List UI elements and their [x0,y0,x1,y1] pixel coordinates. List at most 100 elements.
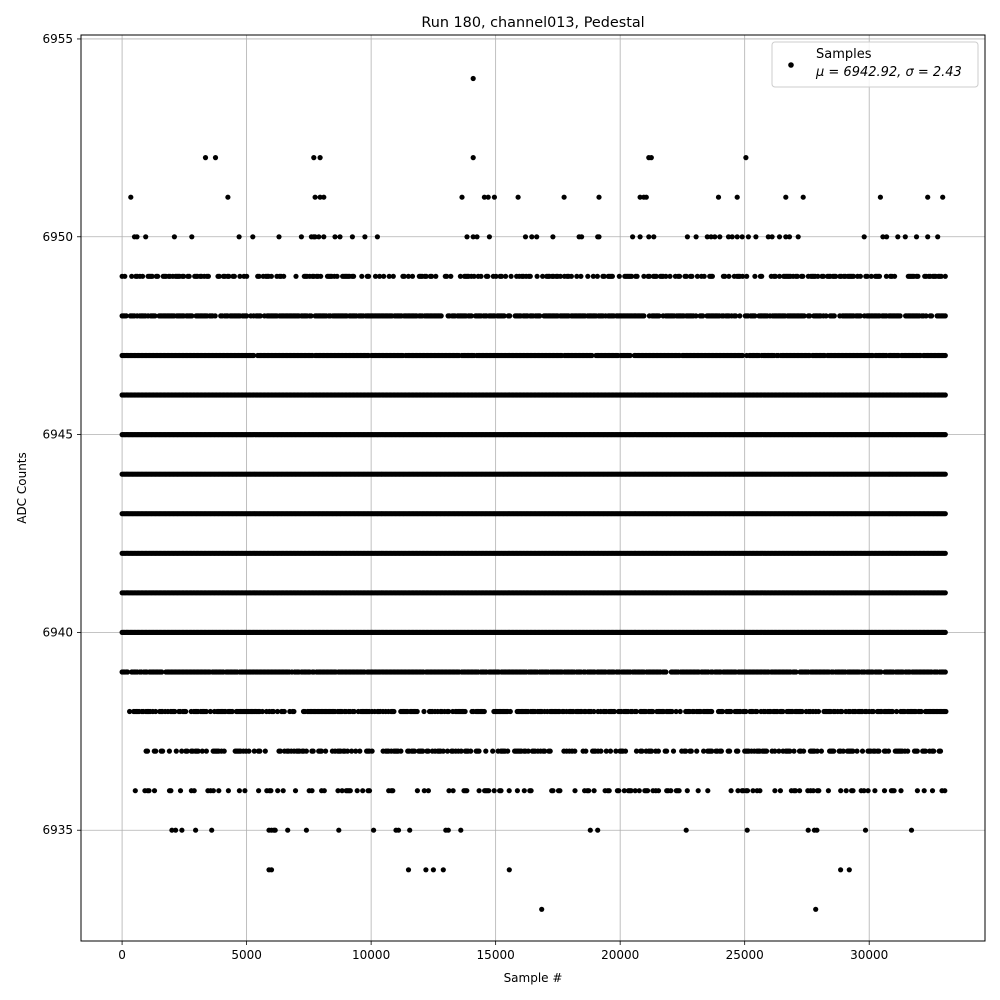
data-point [303,748,309,754]
data-point [179,827,185,833]
data-point [922,748,929,754]
data-point [561,194,567,200]
data-point [846,867,852,873]
data-point [339,788,345,794]
data-point [195,748,201,754]
data-point [655,788,662,794]
data-point [143,234,149,240]
data-point [805,827,811,833]
data-point [281,708,287,715]
data-point [366,788,373,794]
data-point [498,788,504,794]
data-point [132,788,138,794]
data-point [780,708,786,715]
data-point [414,788,420,794]
data-point [303,827,309,833]
data-point [125,669,131,675]
data-point [728,788,734,794]
data-point [772,748,778,754]
data-point [144,748,151,754]
data-point [481,708,487,715]
data-point [458,827,464,833]
data-point [870,708,876,715]
data-point [663,669,669,675]
data-point [793,669,799,675]
data-point [242,788,248,794]
data-point [146,788,152,794]
data-point [818,748,825,754]
data-point [683,748,689,754]
data-point [639,748,645,754]
data-point [529,234,535,240]
data-point [371,827,377,833]
data-point [616,788,622,794]
data-point [270,708,276,715]
data-point [321,788,327,794]
data-point [347,788,353,794]
data-point [476,748,482,754]
data-point [199,748,205,754]
data-point [940,194,946,200]
data-point [795,234,801,240]
data-point [745,234,752,240]
data-point [470,155,476,161]
data-point [791,748,797,754]
data-point [291,708,297,715]
data-point [528,788,534,794]
data-point [872,788,878,794]
data-point [876,748,882,754]
data-point [884,234,890,240]
data-point [275,788,281,794]
data-point [799,708,805,715]
data-point [209,827,215,833]
data-point [349,748,355,754]
data-point [921,788,927,794]
data-point [225,194,231,200]
data-point [717,234,723,240]
data-point [486,788,492,794]
data-point [891,788,897,794]
data-point [128,194,134,200]
data-point [173,748,179,754]
data-point [815,708,822,715]
data-point [613,748,619,754]
data-point [676,788,682,794]
data-point [694,748,700,754]
data-point [810,788,816,794]
data-point [470,75,476,82]
data-point [688,748,694,754]
data-point [316,234,322,240]
data-point [885,748,892,754]
data-point [207,708,213,715]
data-point [268,867,275,873]
data-point [189,234,195,240]
data-point [221,748,227,754]
data-point [321,234,327,240]
data-point [650,708,656,715]
data-point [734,234,740,240]
data-point [935,234,941,240]
data-point [159,669,165,675]
data-point [683,827,689,833]
data-point [391,708,397,715]
data-point [603,748,609,754]
data-point [229,708,235,715]
data-point [908,827,915,833]
data-point [323,748,329,754]
data-point [862,827,869,833]
data-point [458,748,464,754]
data-point [720,708,726,715]
data-point [840,748,846,754]
data-point [929,788,936,794]
data-point [914,788,921,794]
data-point [298,234,304,240]
data-point [905,748,911,754]
data-point [539,906,545,912]
data-point [838,788,844,794]
data-point [825,788,832,794]
data-point [506,788,512,794]
data-point [783,234,789,240]
data-point [673,708,679,715]
data-point [850,788,856,794]
data-point [212,155,219,161]
